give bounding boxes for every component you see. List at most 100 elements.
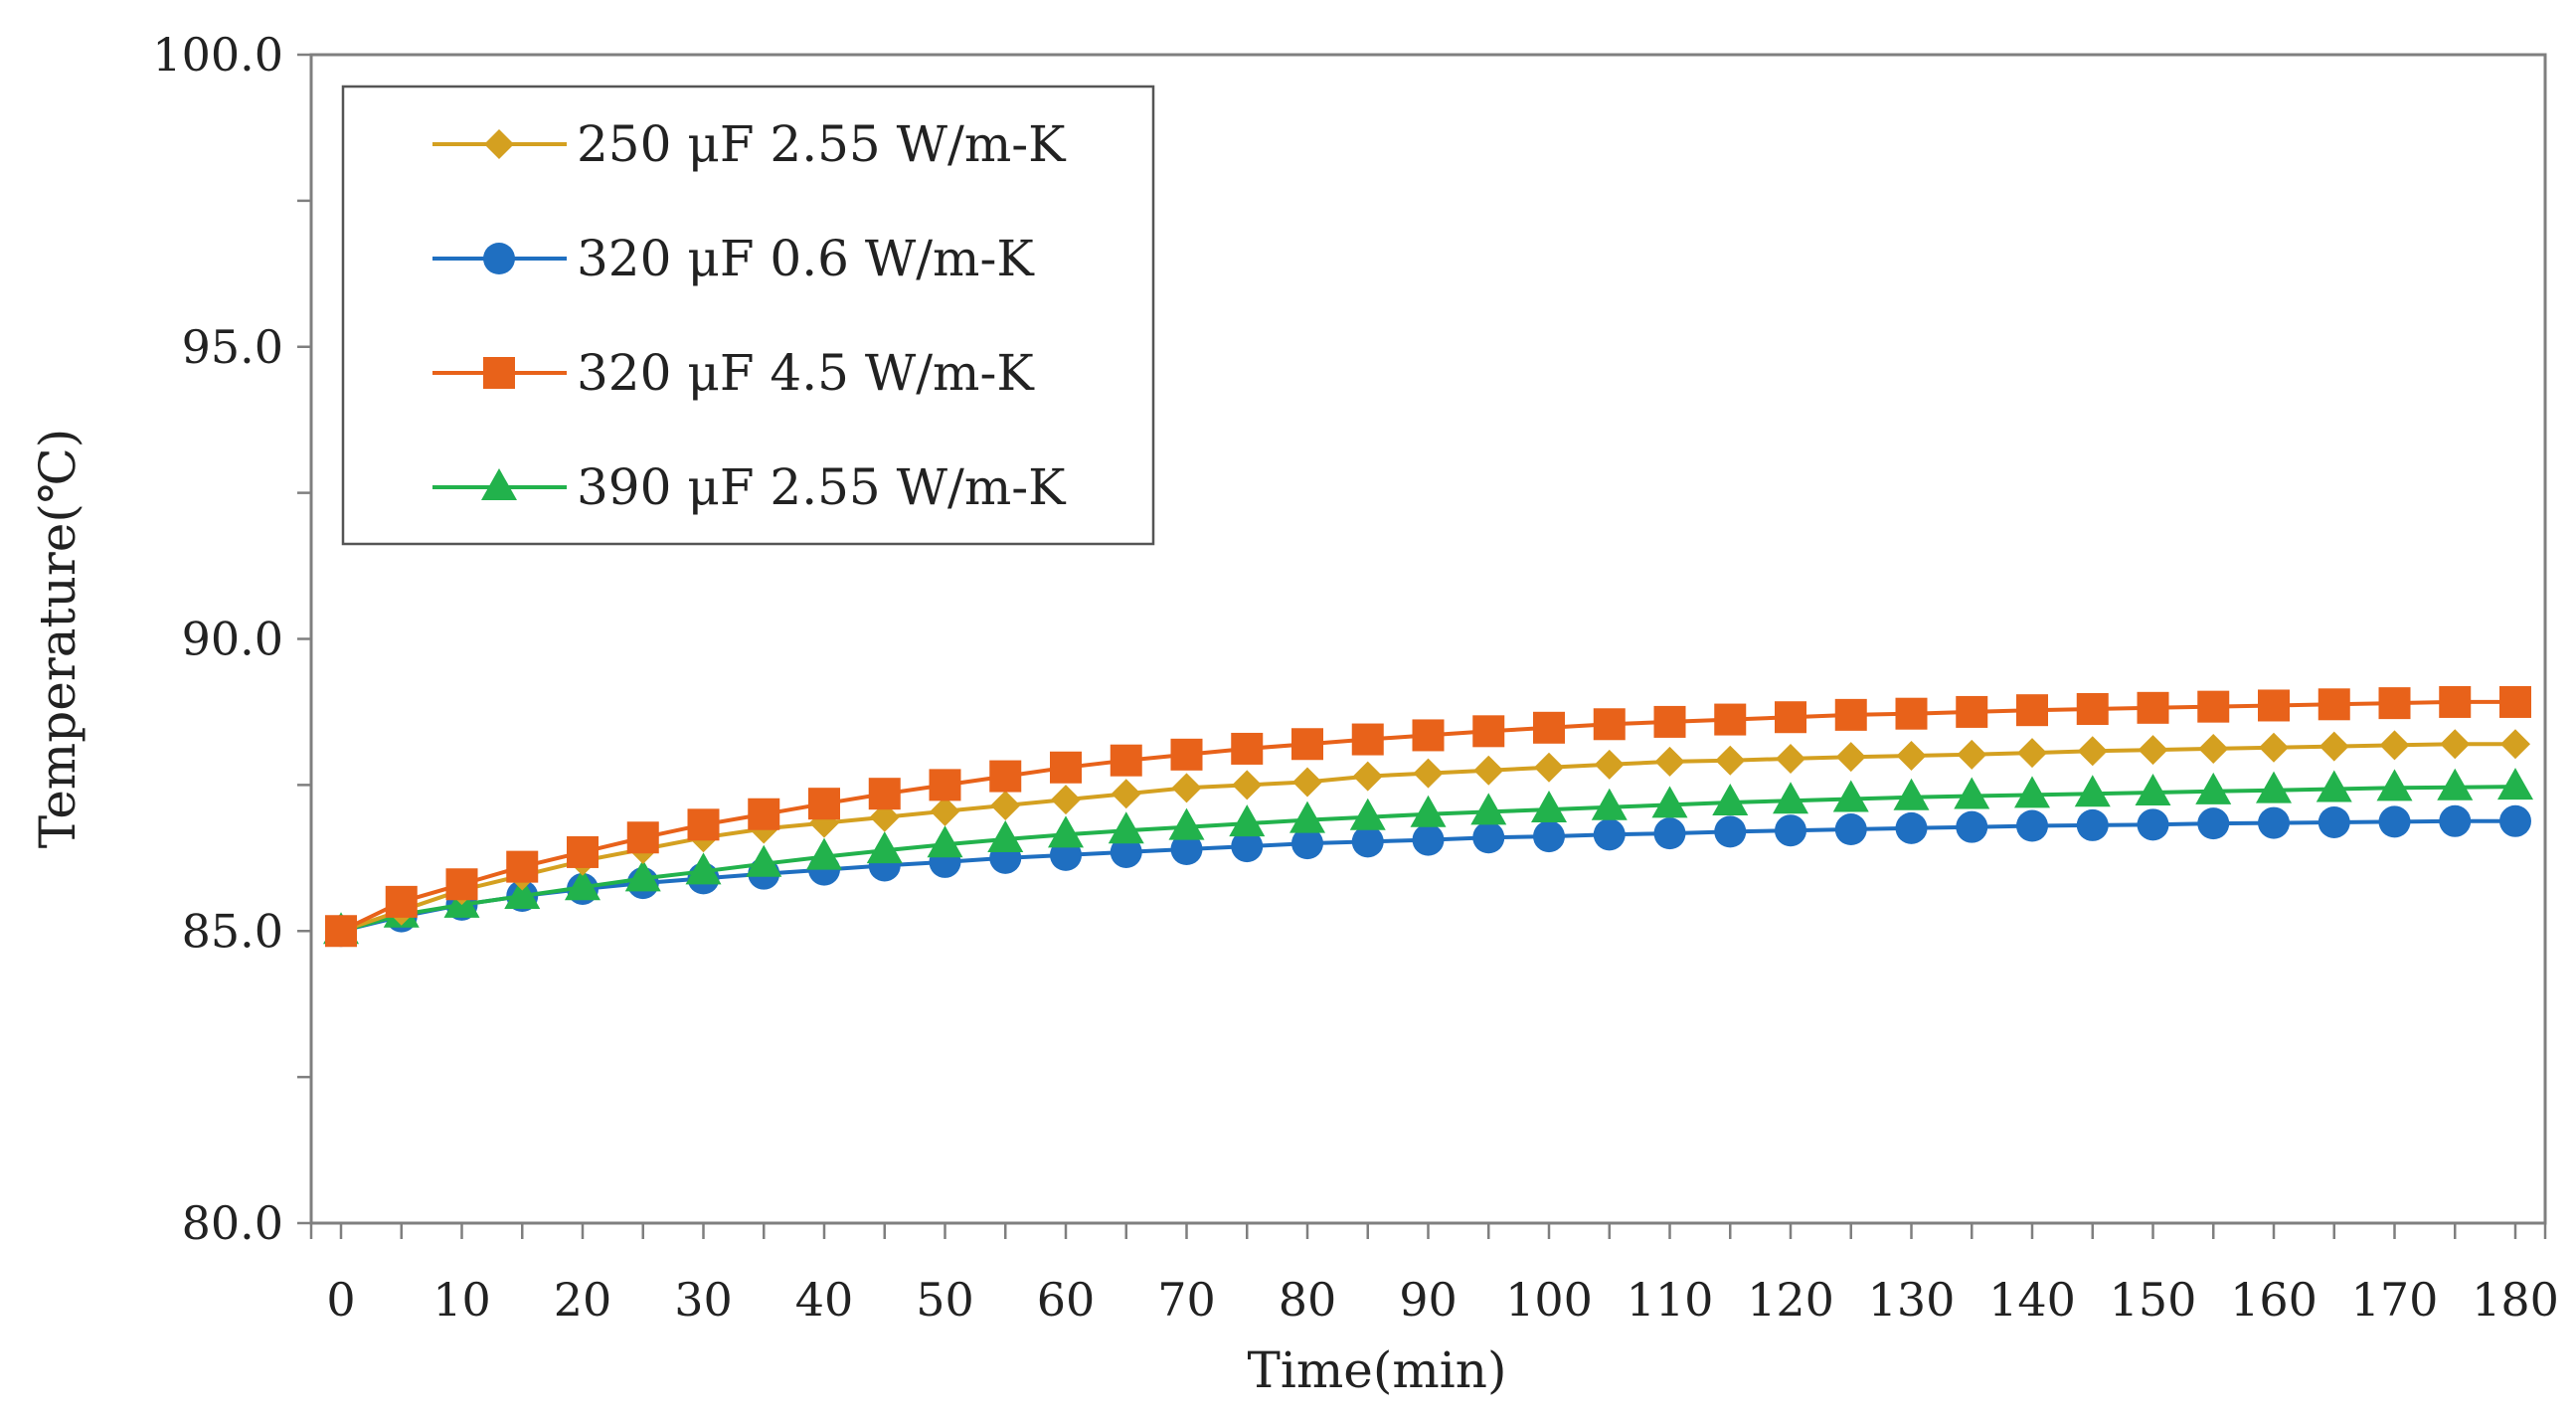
data-point (1651, 786, 1688, 818)
legend-item: 320 μF 0.6 W/m-K (432, 230, 1035, 287)
data-point (1957, 739, 1987, 770)
data-point (866, 831, 903, 864)
data-point (930, 796, 960, 826)
data-point (1289, 800, 1325, 833)
data-point (748, 798, 780, 830)
data-point (2137, 691, 2169, 724)
data-point (2316, 770, 2352, 802)
legend-item: 390 μF 2.55 W/m-K (432, 458, 1067, 516)
data-point (1291, 827, 1323, 860)
data-point (1593, 708, 1626, 741)
data-point (1832, 780, 1869, 812)
data-point (2074, 775, 2111, 807)
data-point (1170, 738, 1203, 771)
legend-item: 320 μF 4.5 W/m-K (432, 344, 1035, 402)
data-point (1168, 807, 1205, 840)
data-point (1472, 715, 1505, 748)
data-point (1170, 833, 1203, 865)
data-point (2440, 729, 2471, 760)
data-point (1714, 815, 1747, 848)
data-point (2318, 805, 2350, 838)
x-tick-label: 170 (2351, 1273, 2439, 1327)
x-tick-label: 140 (1988, 1273, 2076, 1327)
data-point (1593, 818, 1626, 851)
x-tick-label: 70 (1157, 1273, 1216, 1327)
x-tick-label: 30 (674, 1273, 733, 1327)
y-tick-label: 100.0 (152, 28, 283, 82)
data-point (2378, 805, 2411, 838)
data-point (1231, 830, 1264, 863)
x-tick-label: 20 (554, 1273, 612, 1327)
data-point (2500, 729, 2530, 760)
data-point (1653, 705, 1686, 738)
data-point (567, 835, 599, 868)
data-point (1714, 703, 1747, 736)
data-point (2318, 688, 2350, 721)
data-point (927, 825, 963, 858)
data-point (1893, 778, 1930, 810)
data-point (2318, 731, 2349, 762)
data-point (1594, 749, 1625, 780)
legend-label: 320 μF 4.5 W/m-K (577, 344, 1035, 402)
y-axis-ticks: 80.0 85.0 90.0 95.0 100.0 (152, 28, 311, 1250)
data-point (1895, 697, 1928, 730)
data-point (2497, 768, 2533, 800)
x-tick-label: 40 (795, 1273, 854, 1327)
data-point (2499, 685, 2531, 718)
data-point (1108, 811, 1144, 844)
data-point (1653, 817, 1686, 850)
data-point (1956, 810, 1988, 843)
legend-item: 250 μF 2.55 W/m-K (432, 115, 1067, 173)
data-point (2197, 690, 2230, 723)
data-point (2137, 808, 2169, 841)
data-point (626, 821, 659, 854)
data-point (2016, 694, 2048, 727)
data-point (1051, 785, 1081, 815)
data-point (2014, 776, 2050, 808)
data-point (2439, 804, 2472, 837)
data-point (806, 837, 842, 870)
data-point (2379, 730, 2410, 761)
x-tick-label: 150 (2110, 1273, 2197, 1327)
data-point (687, 808, 720, 841)
data-point (2076, 693, 2109, 725)
data-point (565, 868, 601, 901)
data-point (1591, 788, 1628, 820)
legend-label: 390 μF 2.55 W/m-K (577, 458, 1067, 516)
data-point (2499, 804, 2531, 837)
data-point (325, 915, 357, 948)
data-point (808, 788, 840, 820)
y-tick-label: 90.0 (182, 613, 283, 666)
data-point (2258, 806, 2290, 839)
series-triangle (323, 768, 2533, 945)
data-point (990, 790, 1021, 820)
data-point (1654, 746, 1685, 777)
data-point (2195, 772, 2232, 804)
x-axis-title: Time(min) (1248, 1341, 1507, 1399)
x-tick-label: 100 (1505, 1273, 1593, 1327)
data-point (1534, 752, 1564, 783)
data-point (1715, 745, 1746, 776)
x-tick-label: 90 (1399, 1273, 1458, 1327)
data-point (1954, 777, 1990, 809)
series-layer (323, 685, 2533, 948)
data-point (1110, 835, 1142, 868)
data-point (1834, 698, 1867, 731)
data-point (1775, 701, 1806, 734)
data-point (746, 844, 782, 877)
data-point (445, 868, 478, 901)
data-point (1412, 823, 1445, 856)
legend-label: 320 μF 0.6 W/m-K (577, 230, 1035, 287)
data-point (2198, 733, 2229, 764)
plot-area-border (309, 53, 2547, 1225)
data-point (1171, 773, 1202, 803)
data-point (685, 852, 722, 885)
data-point (504, 877, 541, 909)
data-point (2016, 809, 2048, 842)
data-point (1773, 782, 1808, 814)
data-point (1533, 820, 1565, 853)
legend-marker (484, 129, 514, 159)
data-point (1351, 825, 1384, 858)
data-point (506, 850, 539, 883)
